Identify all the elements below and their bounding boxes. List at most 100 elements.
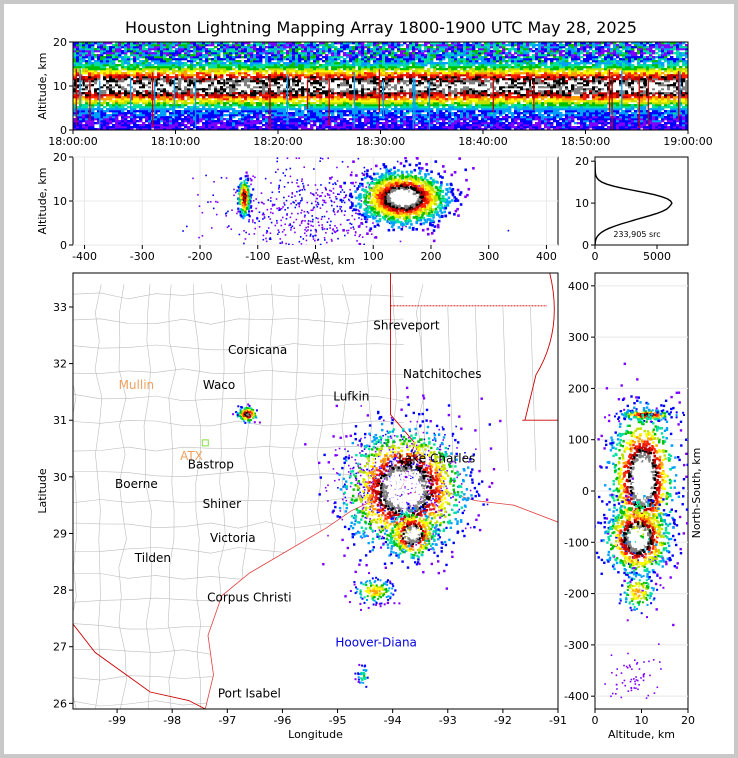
density-cell [433,88,437,91]
density-cell [277,64,281,67]
density-cell [223,106,227,109]
density-cell [175,122,179,125]
density-cell [94,68,98,71]
density-cell [388,58,392,61]
density-cell [238,48,242,51]
density-cell [196,106,200,109]
density-cell [427,96,431,99]
density-cell [403,64,407,67]
density-cell [283,94,287,97]
density-cell [307,44,311,47]
density-cell [232,102,236,105]
density-cell [421,116,425,119]
density-cell [439,124,443,127]
density-cell [274,42,278,45]
density-cell [262,52,266,55]
density-cell [169,122,173,125]
density-cell [370,120,374,123]
density-cell [358,68,362,71]
density-cell [277,112,281,115]
density-cell [136,82,140,85]
density-cell [157,124,161,127]
density-cell [133,42,137,45]
density-cell [451,90,455,93]
density-cell [421,94,425,97]
density-cell [259,112,263,115]
density-cell [109,54,113,57]
density-cell [223,94,227,97]
density-cell [454,78,458,81]
density-cell [154,86,158,89]
density-cell [271,110,275,113]
density-cell [136,104,140,107]
density-cell [121,52,125,55]
density-cell [361,76,365,79]
density-cell [277,114,281,117]
density-cell [376,84,380,87]
density-cell [367,62,371,65]
density-cell [343,100,347,103]
density-cell [382,122,386,125]
density-cell [424,64,428,67]
density-cell [124,62,128,65]
density-cell [193,98,197,101]
density-cell [274,120,278,123]
density-cell [349,92,353,95]
density-cell [88,72,92,75]
density-cell [313,114,317,117]
density-cell [148,76,152,79]
density-cell [400,112,404,115]
density-cell [238,62,242,65]
density-cell [412,76,416,79]
density-cell [238,88,242,91]
density-cell [169,90,173,93]
density-cell [268,44,272,47]
density-cell [82,52,86,55]
density-cell [436,98,440,101]
density-cell [244,118,248,121]
density-cell [283,102,287,105]
density-cell [313,54,317,57]
density-cell [190,98,194,101]
density-cell [205,120,209,123]
density-cell [154,68,158,71]
density-cell [397,110,401,113]
density-cell [142,100,146,103]
density-cell [376,118,380,121]
density-cell [358,118,362,121]
density-cell [334,62,338,65]
density-cell [190,102,194,105]
density-cell [109,92,113,95]
density-cell [271,126,275,129]
density-cell [361,104,365,107]
density-cell [442,68,446,71]
density-cell [433,84,437,87]
density-cell [292,98,296,101]
density-cell [97,118,101,121]
density-cell [376,114,380,117]
density-cell [442,128,446,130]
density-cell [139,42,143,45]
density-cell [244,62,248,65]
density-cell [124,66,128,69]
density-cell [415,90,419,93]
density-cell [253,58,257,61]
density-cell [187,48,191,51]
density-cell [109,88,113,91]
density-cell [451,122,455,125]
density-cell [352,42,356,45]
density-cell [250,128,254,130]
density-cell [211,122,215,125]
density-cell [193,108,197,111]
density-cell [388,48,392,51]
density-cell [220,64,224,67]
density-cell [397,58,401,61]
density-cell [388,86,392,89]
density-cell [187,70,191,73]
density-cell [442,112,446,115]
density-cell [145,72,149,75]
density-cell [184,84,188,87]
density-cell [415,114,419,117]
density-cell [175,128,179,130]
density-cell [412,44,416,47]
